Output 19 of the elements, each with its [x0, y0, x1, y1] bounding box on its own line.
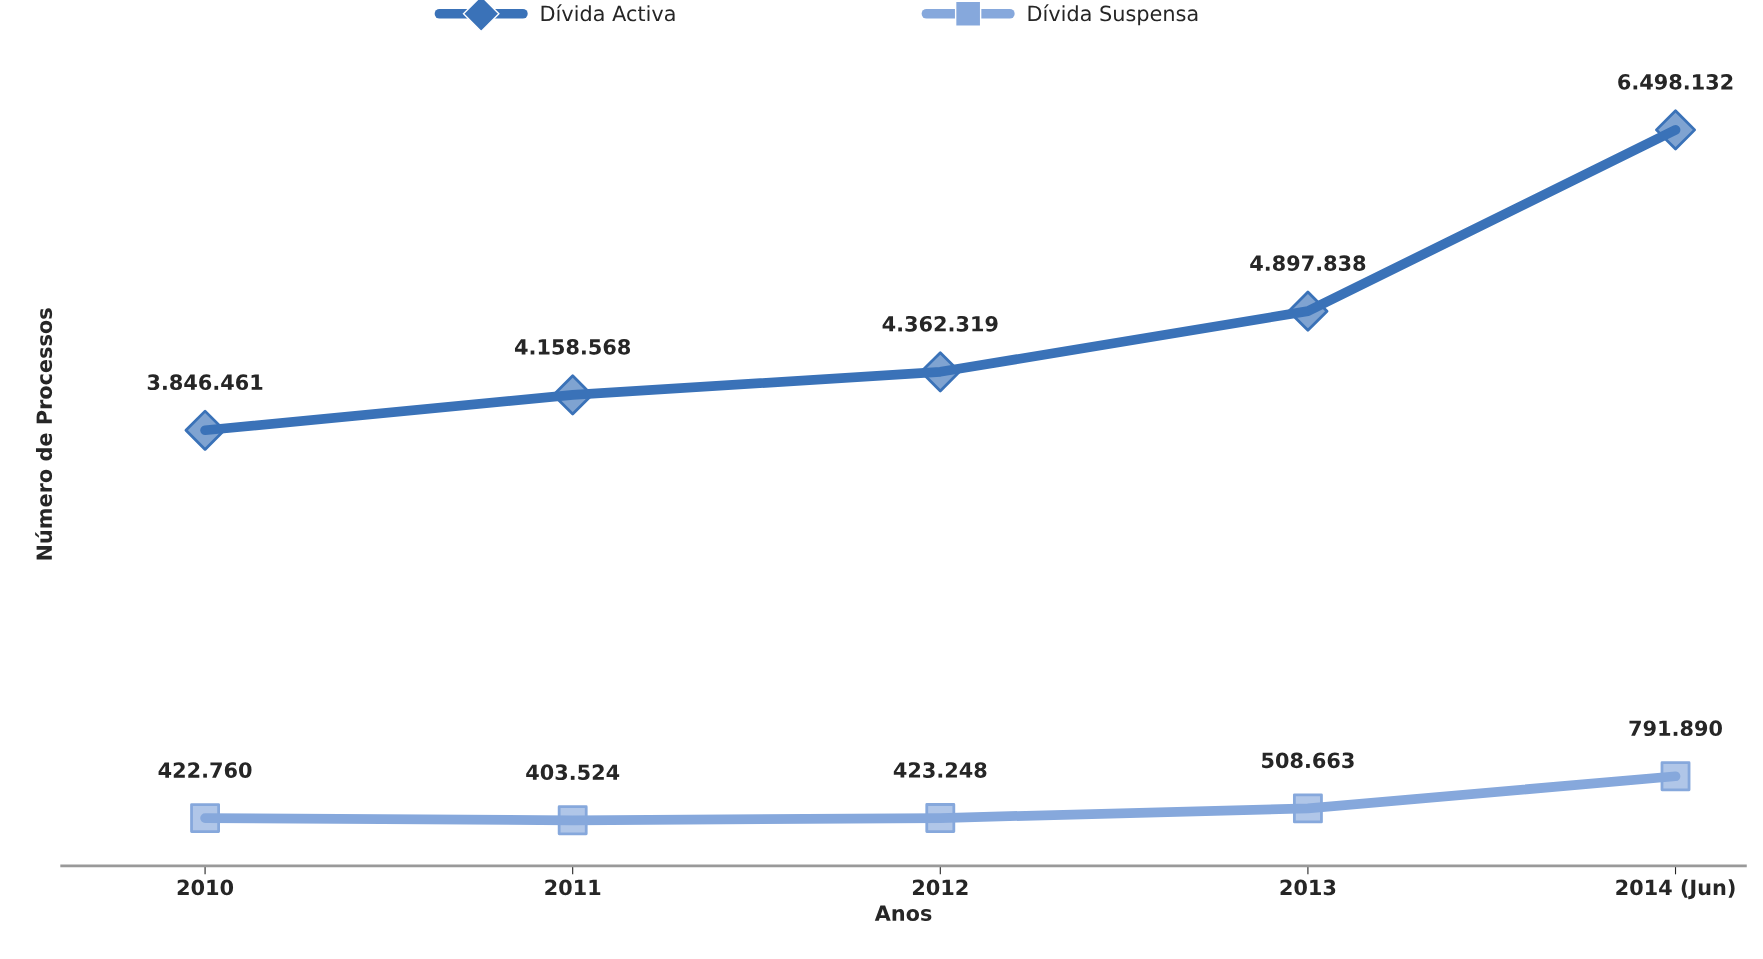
data-label: 423.248: [893, 762, 987, 778]
x-tick-label: 2013: [1280, 879, 1336, 896]
data-label: 3.846.461: [147, 374, 263, 391]
data-label: 791.890: [1629, 720, 1722, 737]
data-label: 508.663: [1262, 752, 1354, 769]
data-label: 422.760: [158, 762, 252, 778]
data-label: 403.524: [526, 764, 620, 781]
legend-label: Dívida Suspensa: [1028, 4, 1198, 26]
x-tick-label: 2011: [545, 879, 601, 896]
x-axis-title: Anos: [874, 905, 932, 922]
data-label: 4.897.838: [1250, 255, 1366, 271]
data-label: 6.498.132: [1618, 73, 1733, 90]
x-tick-label: 2010: [177, 879, 234, 896]
legend-label: Dívida Activa: [541, 4, 675, 22]
data-label: 4.362.319: [882, 315, 998, 332]
data-label: 4.158.568: [514, 338, 631, 355]
y-axis-title: Número de Processos: [35, 308, 53, 560]
x-tick-label: 2012: [912, 879, 968, 896]
x-tick-label: 2014 (Jun): [1616, 879, 1735, 900]
